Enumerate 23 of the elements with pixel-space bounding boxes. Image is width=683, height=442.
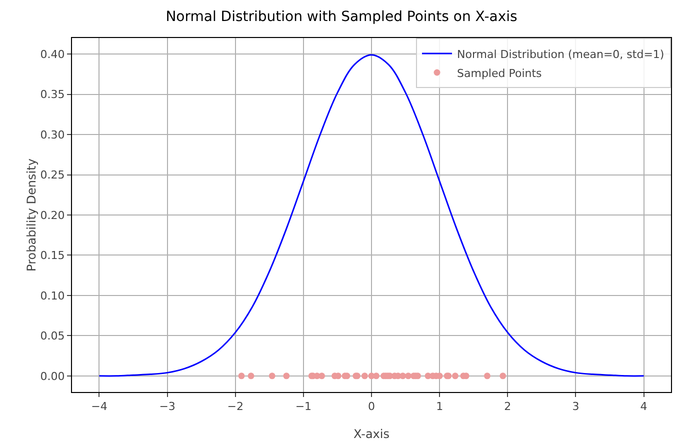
y-tick-label: 0.00: [40, 370, 65, 383]
x-tick-label: −3: [159, 400, 176, 414]
legend-label: Normal Distribution (mean=0, std=1): [457, 48, 664, 61]
x-tick-label: 3: [572, 400, 580, 414]
x-tick-label: 4: [640, 400, 648, 414]
x-tick-label: −2: [227, 400, 244, 414]
x-tick-label: 1: [436, 400, 444, 414]
y-tick-label: 0.25: [40, 168, 65, 182]
chart-title: Normal Distribution with Sampled Points on X-axis: [166, 8, 518, 25]
y-tick-label: 0.30: [40, 128, 65, 142]
y-tick-label: 0.05: [40, 330, 65, 343]
x-tick-label: 2: [504, 400, 512, 414]
y-tick-label: 0.40: [40, 48, 65, 61]
legend-label: Sampled Points: [457, 66, 542, 80]
y-tick-label: 0.15: [40, 249, 65, 262]
y-tick-label: 0.35: [40, 88, 65, 102]
y-tick-label: 0.20: [40, 208, 65, 222]
x-tick-label: 0: [368, 400, 375, 414]
x-tick-label: −1: [295, 400, 312, 414]
y-tick-label: 0.10: [40, 289, 65, 302]
y-axis-title: Probability Density: [24, 158, 38, 272]
x-tick-label: −4: [91, 400, 108, 414]
x-axis-title: X-axis: [354, 427, 390, 441]
